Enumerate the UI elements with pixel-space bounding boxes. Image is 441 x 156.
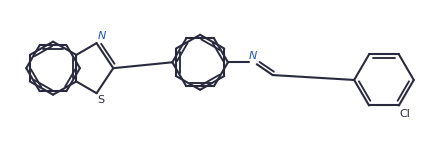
Text: Cl: Cl: [400, 109, 411, 119]
Text: S: S: [97, 95, 105, 105]
Text: N: N: [249, 51, 257, 61]
Text: N: N: [97, 31, 106, 41]
